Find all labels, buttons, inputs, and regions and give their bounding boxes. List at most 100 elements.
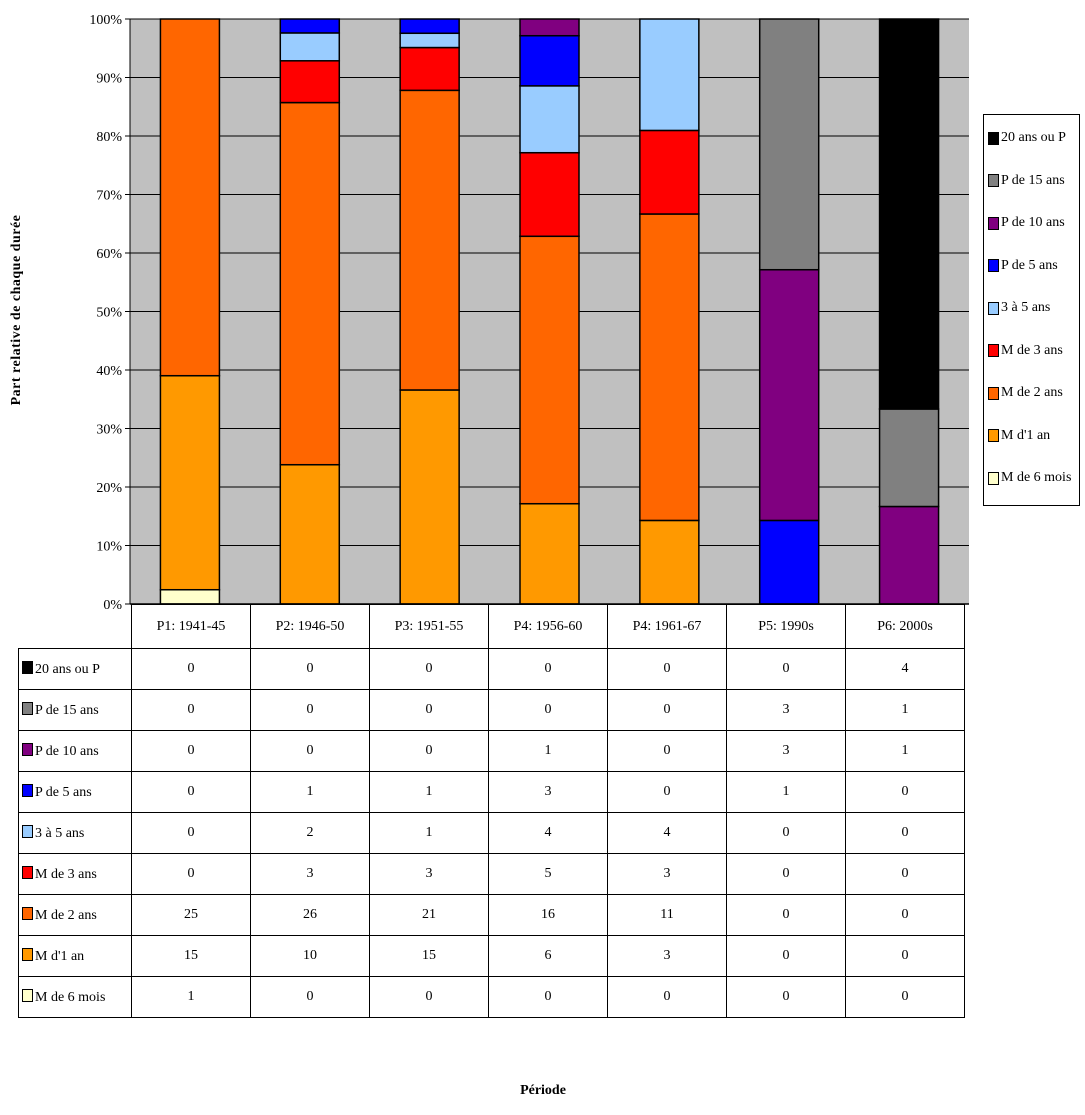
table-cell: 5	[488, 853, 608, 895]
legend-label: P de 10 ans	[1001, 215, 1065, 230]
bar-segment	[279, 60, 341, 104]
table-cell: 0	[250, 689, 370, 731]
x-tick-label: P3: 1951-55	[369, 604, 489, 649]
legend-label: P de 15 ans	[1001, 172, 1065, 188]
table-swatch	[22, 906, 33, 920]
legend-label: P de 5 ans	[1001, 257, 1058, 273]
bar-segment	[519, 85, 580, 154]
legend-swatch	[988, 386, 999, 400]
table-series-name: M de 6 mois	[35, 989, 106, 1005]
legend-entry: M d'1 an	[988, 426, 1050, 446]
table-cell: 1	[488, 730, 608, 772]
table-cell: 4	[845, 648, 965, 690]
table-cell: 0	[607, 976, 727, 1018]
table-row: M de 2 ans 25 26 21 16 11 0 0	[18, 894, 965, 936]
y-axis-title: Part relative de chaque durée	[9, 214, 24, 406]
table-row: M de 3 ans 0 3 3 5 3 0 0	[18, 853, 965, 895]
legend-entry: 3 à 5 ans	[988, 298, 1050, 318]
table-cell: 0	[726, 853, 846, 895]
table-series-name: M de 2 ans	[35, 907, 97, 923]
table-swatch	[22, 660, 33, 674]
table-cell: 15	[369, 935, 489, 977]
table-cell: 0	[845, 894, 965, 936]
bar-segment	[878, 18, 940, 410]
bar-segment	[519, 235, 580, 505]
table-cell: 0	[488, 648, 608, 690]
table-cell: 0	[726, 976, 846, 1018]
table-series-name: M d'1 an	[35, 948, 85, 964]
legend-label: 3 à 5 ans	[1001, 300, 1051, 315]
table-cell: 4	[607, 812, 727, 854]
table-cell: 1	[369, 812, 489, 854]
legend-entry: P de 15 ans	[988, 171, 1065, 191]
legend-label: 20 ans ou P	[1001, 130, 1066, 145]
legend-label: M de 2 ans	[1001, 385, 1063, 400]
x-tick-label: P2: 1946-50	[250, 604, 370, 649]
table-cell: 0	[369, 976, 489, 1018]
legend-entry: M de 3 ans	[988, 341, 1063, 361]
bar-segment	[639, 519, 700, 605]
table-cell: 0	[845, 935, 965, 977]
table-row: M d'1 an 15 10 15 6 3 0 0	[18, 935, 965, 977]
legend-entry: M de 2 ans	[988, 383, 1063, 403]
table-cell: 21	[369, 894, 489, 936]
bar-segment	[399, 18, 460, 35]
table-cell: 3	[607, 853, 727, 895]
y-tick-label: 20%	[96, 481, 122, 496]
table-cell: 26	[250, 894, 370, 936]
table-cell: 0	[131, 853, 251, 895]
table-cell: 0	[607, 771, 727, 813]
table-series-name: P de 5 ans	[35, 784, 92, 800]
table-cell: 1	[726, 771, 846, 813]
legend-label: M de 6 mois	[1001, 470, 1072, 485]
table-series-name: 20 ans ou P	[35, 661, 100, 677]
table-cell: 0	[726, 935, 846, 977]
bar-segment	[878, 505, 940, 605]
x-tick-label: P4: 1961-67	[607, 604, 727, 649]
y-tick-label: 50%	[96, 306, 122, 321]
table-cell: 0	[369, 648, 489, 690]
table-cell: 11	[607, 894, 727, 936]
table-cell: 0	[369, 730, 489, 772]
table-row-label: P de 15 ans	[18, 689, 132, 731]
table-cell: 0	[250, 730, 370, 772]
y-tick-label: 10%	[96, 540, 122, 555]
table-row: P de 10 ans 0 0 0 1 0 3 1	[18, 730, 965, 772]
table-cell: 0	[131, 648, 251, 690]
table-series-name: M de 3 ans	[35, 866, 97, 882]
bar-segment	[399, 89, 460, 391]
bar-segment	[279, 18, 341, 34]
table-swatch	[22, 988, 33, 1002]
y-tick-label: 100%	[89, 13, 122, 28]
table-row: M de 6 mois 1 0 0 0 0 0 0	[18, 976, 965, 1018]
table-cell: 0	[131, 812, 251, 854]
table-swatch	[22, 783, 33, 797]
x-tick-label: P6: 2000s	[845, 604, 965, 649]
table-row-label: M de 3 ans	[18, 853, 132, 895]
legend-swatch	[988, 344, 999, 357]
bar-segment	[279, 101, 341, 466]
y-tick-label: 70%	[96, 189, 122, 204]
table-swatch	[22, 947, 33, 961]
legend-entry: P de 5 ans	[988, 256, 1058, 276]
table-cell: 25	[131, 894, 251, 936]
table-cell: 3	[726, 689, 846, 731]
bar-segment	[758, 519, 820, 605]
table-row: 3 à 5 ans 0 2 1 4 4 0 0	[18, 812, 965, 854]
y-tick-label: 90%	[96, 72, 122, 87]
bar-segment	[878, 408, 940, 508]
bar-segment	[279, 463, 341, 605]
legend-swatch	[988, 471, 999, 485]
table-cell: 3	[726, 730, 846, 772]
bar-segment	[159, 18, 221, 377]
bar-segment	[519, 18, 580, 37]
bar-segment	[519, 502, 580, 605]
table-cell: 3	[607, 935, 727, 977]
table-cell: 0	[369, 689, 489, 731]
legend-label: M de 3 ans	[1001, 342, 1063, 358]
y-tick-label: 30%	[96, 423, 122, 438]
table-row-label: M de 6 mois	[18, 976, 132, 1018]
table-swatch	[22, 701, 33, 715]
legend-swatch	[988, 429, 999, 442]
